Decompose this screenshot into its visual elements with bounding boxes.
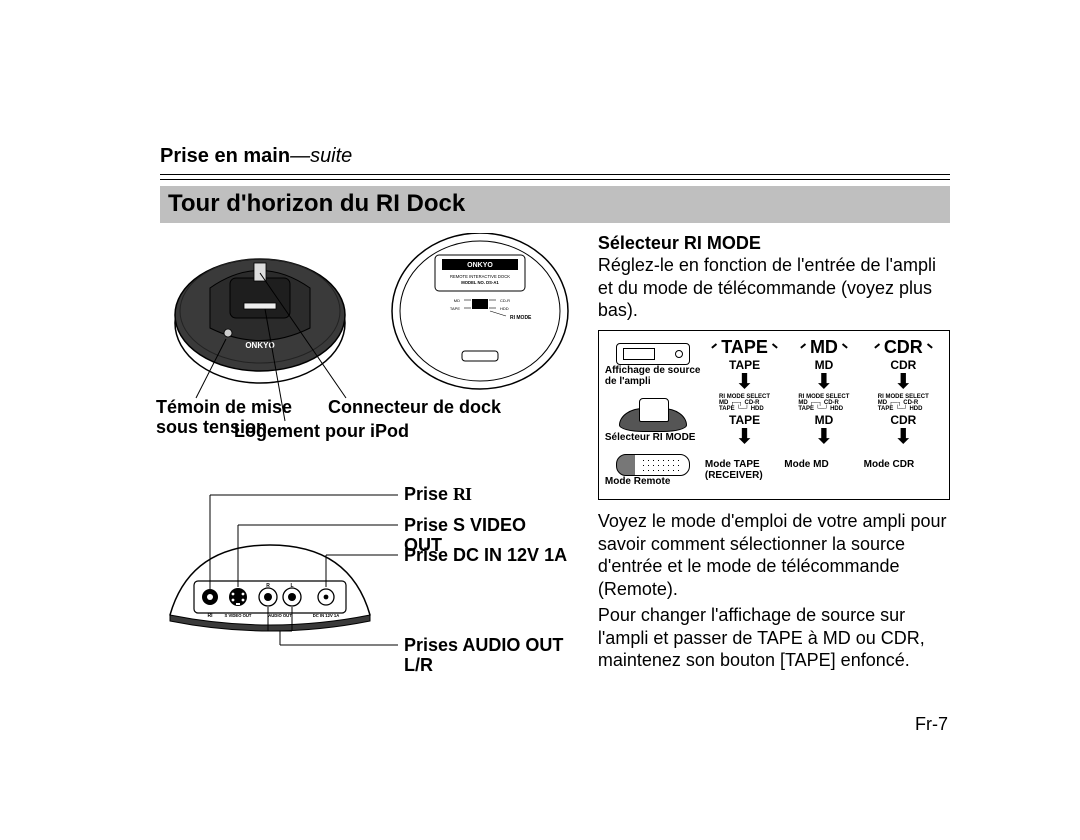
cell-ri-tape: RI MODE SELECT MD ┌─┐ CD-R TAPE └─┘ HDD … [705, 392, 784, 448]
mode-row-source: Affichage de source de l'ampli TAPE TAPE… [605, 337, 943, 392]
svg-text:AUDIO OUT: AUDIO OUT [268, 613, 292, 618]
selector-body: Réglez-le en fonction de l'entrée de l'a… [598, 254, 950, 322]
right-column: Sélecteur RI MODE Réglez-le en fonction … [598, 233, 950, 675]
ri-symbol-icon: RI [453, 484, 471, 504]
svg-text:ONKYO: ONKYO [245, 341, 274, 350]
svg-text:L: L [290, 583, 293, 589]
svg-text:ONKYO: ONKYO [467, 262, 493, 269]
ri-switch-icon: RI MODE SELECT MD ┌─┐ CD-R TAPE └─┘ HDD [719, 394, 770, 413]
amp-icon [616, 343, 690, 365]
top-diagram: ONKYO ONKYO REMOTE INTERACTIVE DOCK MODE… [160, 233, 568, 445]
page-number: Fr-7 [915, 714, 948, 735]
arrow-down-icon: ⬇ [816, 371, 833, 393]
section-title: Tour d'horizon du RI Dock [160, 186, 950, 223]
ri-switch-icon: RI MODE SELECT MD ┌─┐ CD-R TAPE └─┘ HDD [878, 394, 929, 413]
bottom-diagram: RI S VIDEO OUT R L AUDIO OUT DC IN 12V 1… [160, 465, 568, 675]
svg-text:R: R [266, 583, 270, 589]
svg-text:REMOTE INTERACTIVE DOCK: REMOTE INTERACTIVE DOCK [450, 274, 510, 279]
svg-text:HDD: HDD [500, 306, 509, 311]
running-head-main: Prise en main [160, 145, 290, 167]
mode-row-selector: Sélecteur RI MODE RI MODE SELECT MD ┌─┐ … [605, 392, 943, 448]
label-ipod-slot: Logement pour iPod [234, 422, 409, 442]
cell-ri-cdr: RI MODE SELECT MD ┌─┐ CD-R TAPE └─┘ HDD … [864, 392, 943, 448]
cell-remote-cdr: Mode CDR [864, 459, 943, 481]
svg-text:MD: MD [454, 298, 460, 303]
label-dock-connector: Connecteur de dock [328, 398, 501, 418]
cell-src-cdr: CDR CDR ⬇ [864, 337, 943, 392]
selector-heading: Sélecteur RI MODE [598, 233, 950, 254]
label-audio-out: Prises AUDIO OUT L/R [404, 636, 568, 676]
arrow-down-icon: ⬇ [895, 426, 912, 448]
arrow-down-icon: ⬇ [736, 371, 753, 393]
cell-remote-md: Mode MD [784, 459, 863, 481]
arrow-down-icon: ⬇ [895, 371, 912, 393]
arrow-down-icon: ⬇ [816, 426, 833, 448]
rule-top-1 [160, 174, 950, 175]
svg-text:RI MODE: RI MODE [510, 315, 532, 321]
cell-ri-md: RI MODE SELECT MD ┌─┐ CD-R TAPE └─┘ HDD … [784, 392, 863, 448]
mode-row-remote-label: Mode Remote [605, 452, 705, 488]
svg-text:MODEL NO. DS-A1: MODEL NO. DS-A1 [461, 280, 499, 285]
mode-row-remote: Mode Remote Mode TAPE (RECEIVER) Mode MD… [605, 447, 943, 493]
cell-src-md: MD MD ⬇ [784, 337, 863, 392]
dock-mini-icon [619, 398, 687, 432]
rule-top-2 [160, 179, 950, 180]
ri-switch-icon: RI MODE SELECT MD ┌─┐ CD-R TAPE └─┘ HDD [798, 394, 849, 413]
svg-text:DC IN 12V 1A: DC IN 12V 1A [313, 613, 340, 618]
para-1: Voyez le mode d'emploi de votre ampli po… [598, 510, 950, 600]
left-column: ONKYO ONKYO REMOTE INTERACTIVE DOCK MODE… [160, 233, 568, 675]
svg-text:S VIDEO OUT: S VIDEO OUT [225, 613, 252, 618]
para-2: Pour changer l'affichage de source sur l… [598, 604, 950, 672]
running-head: Prise en main—suite [160, 145, 950, 168]
svg-text:RI: RI [208, 613, 214, 619]
cell-remote-tape: Mode TAPE (RECEIVER) [705, 459, 784, 481]
arrow-down-icon: ⬇ [736, 426, 753, 448]
mode-row-selector-label: Sélecteur RI MODE [605, 396, 705, 444]
mode-table: Affichage de source de l'ampli TAPE TAPE… [598, 330, 950, 501]
remote-icon [616, 454, 690, 476]
svg-text:TAPE: TAPE [450, 306, 460, 311]
label-dcin: Prise DC IN 12V 1A [404, 546, 567, 566]
cell-src-tape: TAPE TAPE ⬇ [705, 337, 784, 392]
svg-text:CD-R: CD-R [500, 298, 510, 303]
mode-row-source-label: Affichage de source de l'ampli [605, 341, 705, 388]
running-head-suite: —suite [290, 145, 352, 167]
label-ri-jack: Prise RI [404, 485, 471, 505]
